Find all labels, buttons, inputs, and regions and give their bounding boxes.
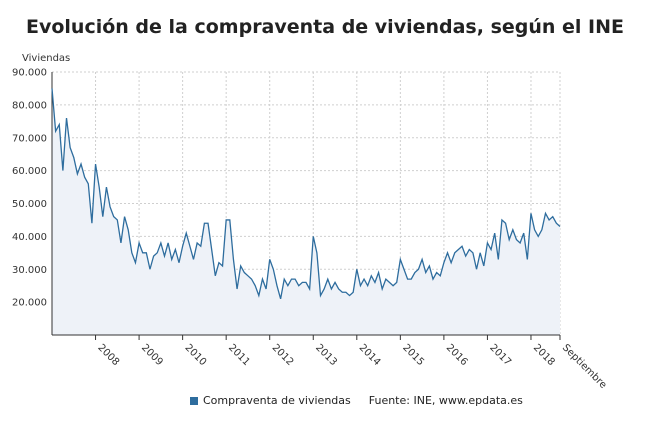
y-tick-label: 70.000 (12, 133, 47, 144)
source-label: Fuente: INE, www.epdata.es (368, 394, 523, 407)
legend-swatch (190, 396, 198, 405)
x-tick-label: Septiembre (560, 342, 609, 391)
y-axis-label: Viviendas (22, 53, 70, 64)
y-tick-label: 50.000 (12, 199, 47, 210)
chart-title: Evolución de la compraventa de viviendas… (26, 16, 624, 38)
y-tick-label: 20.000 (12, 298, 47, 309)
y-tick-labels: 20.000 30.000 40.000 50.000 60.000 70.000 80.0… (12, 68, 47, 309)
x-tick-label: 2012 (270, 342, 296, 368)
axes (51, 72, 561, 340)
series-line (51, 88, 561, 300)
x-tick-label: 2018 (531, 342, 557, 368)
y-tick-label: 60.000 (12, 166, 47, 177)
x-tick-label: 2013 (313, 342, 339, 368)
x-tick-label: 2016 (444, 342, 470, 368)
legend-series-label: Compraventa de viviendas (203, 394, 351, 407)
x-tick-label: 2011 (226, 342, 252, 368)
x-tick-label: 2014 (357, 342, 383, 368)
y-tick-label: 90.000 (12, 68, 47, 79)
y-tick-label: 30.000 (12, 265, 47, 276)
x-tick-label: 2009 (139, 342, 165, 368)
x-tick-label: 2015 (400, 342, 426, 368)
y-tick-label: 40.000 (12, 232, 47, 243)
legend: Compraventa de viviendas Fuente: INE, ww… (190, 394, 523, 407)
series-area-fill (52, 88, 560, 335)
x-tick-label: 2017 (487, 342, 513, 368)
y-tick-label: 80.000 (12, 100, 47, 111)
x-tick-labels: 2008 2009 2010 2011 2012 2013 2014 2015 2016 2017… (95, 342, 608, 391)
x-tick-label: 2008 (95, 342, 121, 368)
x-tick-label: 2010 (183, 342, 209, 368)
